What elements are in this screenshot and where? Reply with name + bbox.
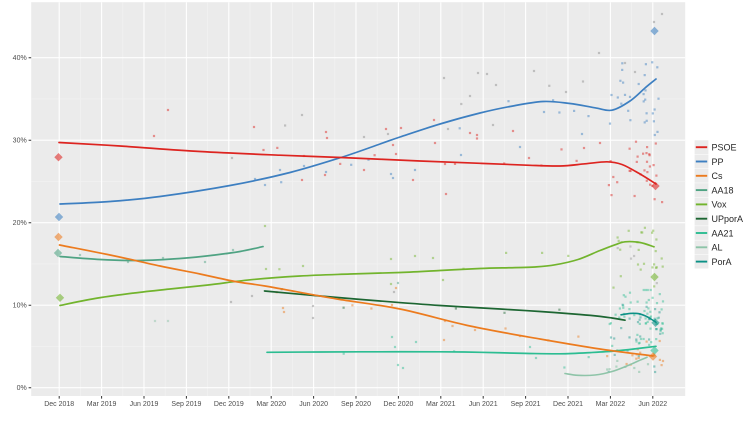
svg-text:AA21: AA21 <box>712 228 734 238</box>
svg-text:0%: 0% <box>17 385 27 392</box>
svg-text:Mar 2021: Mar 2021 <box>426 401 456 408</box>
svg-text:Vox: Vox <box>712 200 728 210</box>
svg-text:Mar 2019: Mar 2019 <box>87 401 117 408</box>
svg-text:Sep 2020: Sep 2020 <box>341 401 371 408</box>
svg-text:Jun 2022: Jun 2022 <box>638 401 667 408</box>
svg-text:PorA: PorA <box>712 257 732 267</box>
svg-text:Dec 2018: Dec 2018 <box>44 401 74 408</box>
svg-text:Sep 2019: Sep 2019 <box>171 401 201 408</box>
svg-text:Jun 2019: Jun 2019 <box>130 401 159 408</box>
svg-text:AA18: AA18 <box>712 185 734 195</box>
svg-text:20%: 20% <box>13 220 27 227</box>
svg-text:Cs: Cs <box>712 171 723 181</box>
svg-text:Sep 2021: Sep 2021 <box>511 401 541 408</box>
svg-text:10%: 10% <box>13 303 27 310</box>
svg-text:Dec 2020: Dec 2020 <box>383 401 413 408</box>
svg-text:PSOE: PSOE <box>712 143 737 153</box>
svg-text:Jun 2021: Jun 2021 <box>469 401 498 408</box>
svg-text:Mar 2020: Mar 2020 <box>256 401 286 408</box>
svg-text:Jun 2020: Jun 2020 <box>299 401 328 408</box>
svg-text:AL: AL <box>712 243 723 253</box>
svg-text:40%: 40% <box>13 55 27 62</box>
svg-text:Mar 2022: Mar 2022 <box>596 401 626 408</box>
svg-text:UPporA: UPporA <box>712 214 744 224</box>
svg-text:Dec 2019: Dec 2019 <box>214 401 244 408</box>
svg-text:PP: PP <box>712 157 724 167</box>
svg-text:Dec 2021: Dec 2021 <box>553 401 583 408</box>
svg-text:30%: 30% <box>13 138 27 145</box>
